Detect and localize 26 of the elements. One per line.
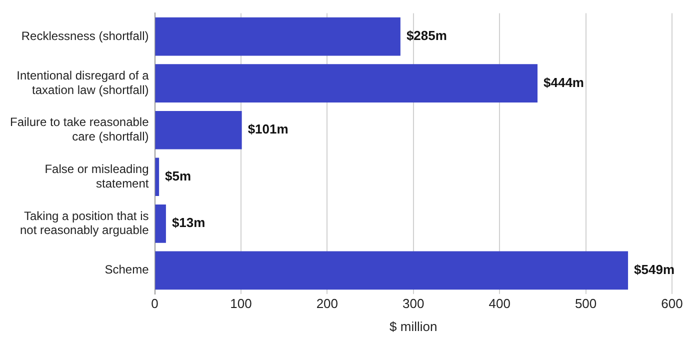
y-tick-label: False or misleading statement (44, 162, 150, 190)
y-tick-label: Intentional disregard of a taxation law (shortfall) (16, 68, 150, 97)
data-label: $549m (634, 262, 675, 277)
x-tick-label: 600 (661, 296, 683, 312)
y-tick-label: Recklessness (shortfall) (21, 28, 149, 43)
y-tick-label: Taking a position that is not reasonably arguable (20, 208, 150, 238)
y-tick-label: Failure to take reasonable care (shortfall) (10, 115, 150, 144)
x-tick-label: 0 (151, 296, 158, 312)
y-tick-label: Scheme (104, 262, 150, 277)
data-label: $444m (544, 74, 584, 90)
x-tick-label: 400 (488, 296, 510, 312)
data-label: $5m (165, 168, 192, 184)
bar (155, 204, 166, 243)
data-label: $285m (406, 28, 447, 44)
bar (155, 17, 400, 56)
x-tick-label: 100 (230, 296, 252, 312)
bar (155, 251, 628, 290)
data-label: $13m (172, 215, 206, 230)
x-tick-label: 500 (574, 296, 597, 312)
bar (155, 110, 242, 150)
x-tick-label: 200 (316, 296, 338, 312)
x-axis-title: $ million (390, 318, 438, 334)
x-tick-label: 300 (402, 296, 424, 312)
data-label: $101m (248, 122, 288, 137)
bar (155, 64, 538, 103)
bar (155, 158, 160, 196)
